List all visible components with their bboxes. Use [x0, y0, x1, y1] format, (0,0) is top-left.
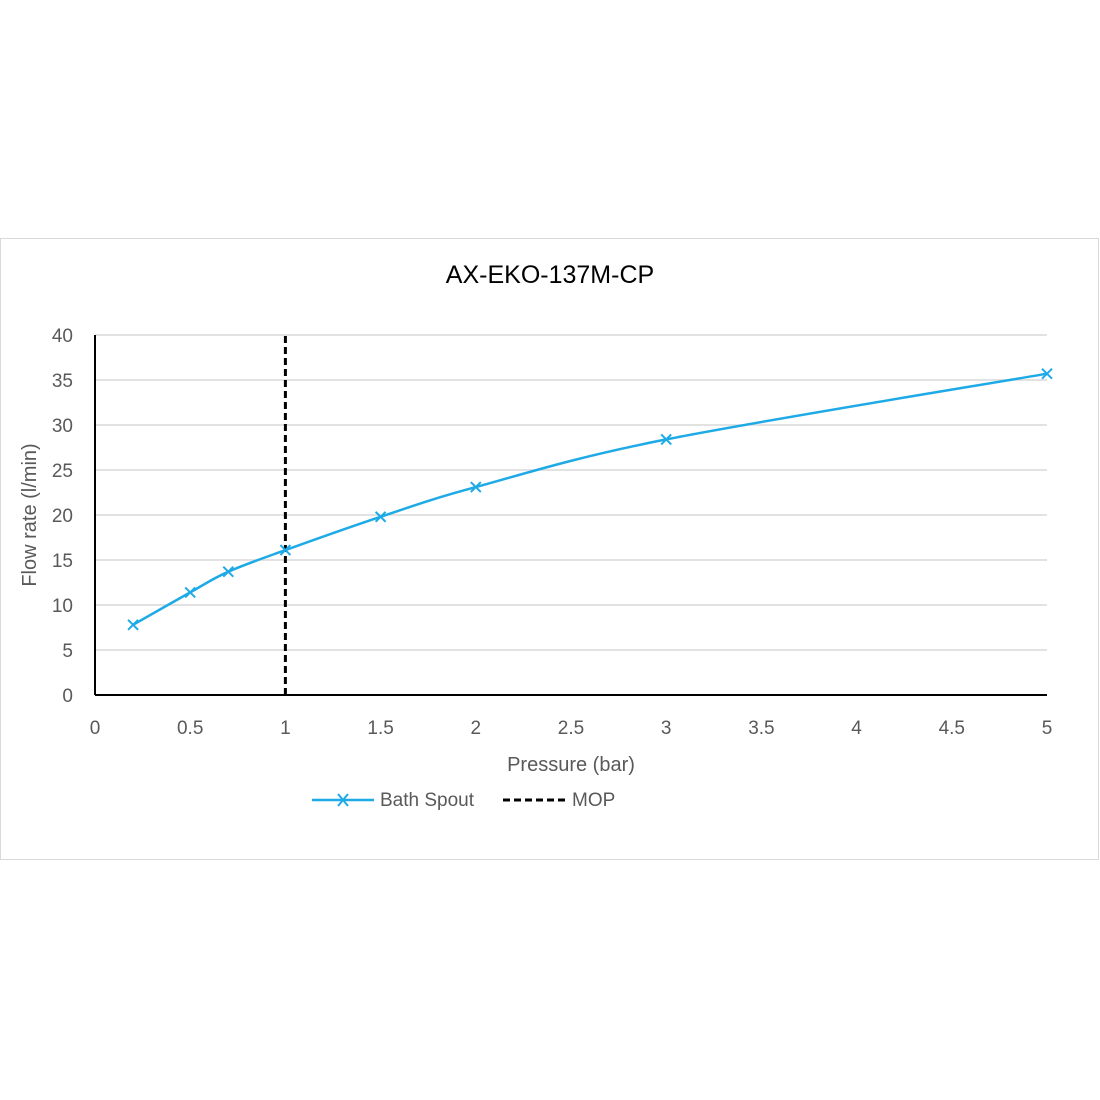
- x-axis-label: Pressure (bar): [507, 754, 635, 776]
- chart-title: AX-EKO-137M-CP: [446, 261, 654, 289]
- x-tick-label: 1: [280, 718, 291, 739]
- legend-label-bath-spout: Bath Spout: [380, 790, 475, 811]
- x-tick-label: 3: [661, 718, 672, 739]
- x-tick-label: 1.5: [367, 718, 393, 739]
- bath-spout-point: [184, 586, 196, 599]
- legend-label-mop: MOP: [572, 790, 615, 811]
- x-tick-label: 0: [90, 718, 101, 739]
- y-tick-label: 25: [52, 461, 73, 482]
- chart-frame: [0, 238, 1099, 860]
- bath-spout-point: [222, 565, 234, 578]
- x-tick-label: 4.5: [939, 718, 965, 739]
- x-tick-label: 4: [851, 718, 862, 739]
- x-tick-label: 2.5: [558, 718, 584, 739]
- y-tick-label: 35: [52, 371, 73, 392]
- x-tick-label: 0.5: [177, 718, 203, 739]
- y-tick-label: 5: [62, 641, 73, 662]
- y-tick-label: 10: [52, 596, 73, 617]
- y-tick-label: 40: [52, 326, 73, 347]
- bath-spout-point: [279, 544, 292, 556]
- bath-spout-point: [1041, 367, 1053, 380]
- bath-spout-point: [660, 433, 672, 446]
- bath-spout-point: [127, 619, 139, 631]
- y-tick-label: 0: [62, 686, 73, 707]
- x-tick-label: 5: [1042, 718, 1053, 739]
- x-tick-label: 2: [471, 718, 482, 739]
- x-tick-label: 3.5: [748, 718, 774, 739]
- y-tick-label: 30: [52, 416, 73, 437]
- legend-x-marker-icon: [337, 793, 349, 807]
- y-tick-label: 15: [52, 551, 73, 572]
- bath-spout-line: [132, 372, 1048, 626]
- bath-spout-point: [470, 481, 482, 493]
- y-tick-label: 20: [52, 506, 73, 527]
- bath-spout-point: [374, 511, 387, 523]
- legend: Bath Spout MOP: [312, 790, 615, 811]
- y-axis-label: Flow rate (l/min): [19, 443, 41, 586]
